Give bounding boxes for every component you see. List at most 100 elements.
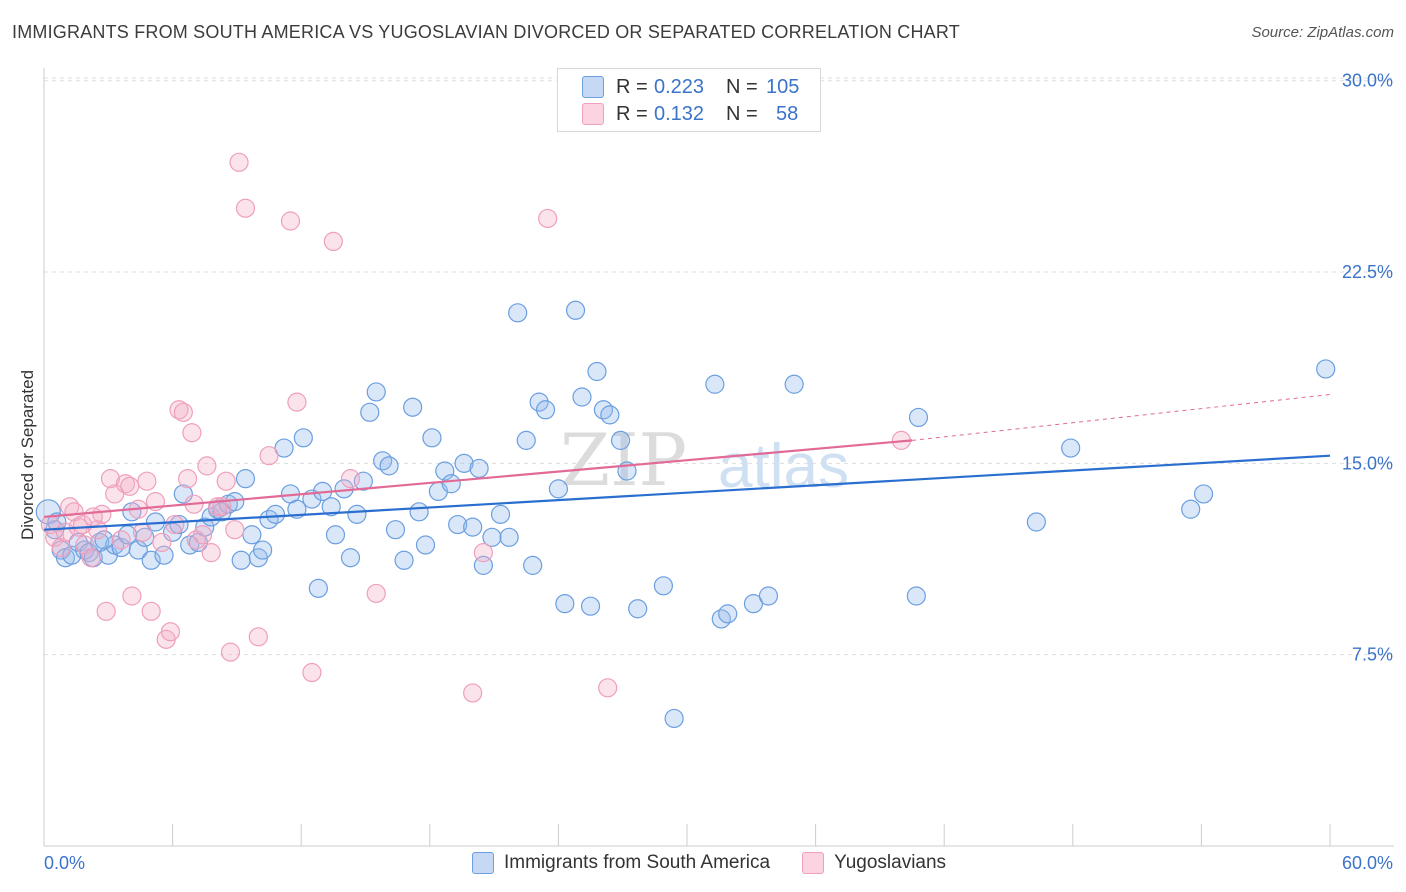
point-yugoslavian bbox=[193, 525, 213, 545]
point-yugoslavian bbox=[141, 601, 161, 621]
trendline-yugoslavian-extension bbox=[911, 393, 1331, 441]
point-south-america bbox=[490, 504, 511, 524]
point-south-america bbox=[718, 604, 738, 624]
axis-layer bbox=[43, 68, 1394, 847]
y-tick-label: 15.0% bbox=[1342, 453, 1393, 473]
point-south-america bbox=[587, 361, 607, 382]
point-south-america bbox=[555, 594, 575, 614]
point-yugoslavian bbox=[81, 548, 101, 568]
point-yugoslavian bbox=[216, 471, 236, 491]
point-south-america bbox=[743, 594, 764, 614]
point-south-america bbox=[242, 525, 262, 545]
point-south-america bbox=[274, 438, 294, 458]
point-south-america bbox=[169, 514, 189, 535]
legend-r-value: 0.132 bbox=[654, 102, 705, 125]
point-yugoslavian bbox=[287, 392, 307, 412]
legend-swatch-blue bbox=[582, 76, 604, 98]
point-yugoslavian bbox=[87, 520, 108, 540]
point-yugoslavian bbox=[463, 683, 483, 703]
series-legend: Immigrants from South America Yugoslavia… bbox=[472, 852, 978, 874]
point-south-america bbox=[593, 400, 614, 420]
point-yugoslavian bbox=[473, 543, 493, 563]
point-south-america bbox=[1316, 359, 1336, 379]
point-yugoslavian bbox=[132, 522, 153, 542]
point-yugoslavian bbox=[100, 469, 121, 489]
point-south-america bbox=[499, 527, 519, 547]
point-south-america bbox=[340, 548, 361, 568]
point-south-america bbox=[784, 374, 804, 394]
point-yugoslavian bbox=[111, 530, 131, 550]
legend-n-value: 105 bbox=[766, 75, 800, 98]
point-south-america bbox=[463, 517, 483, 537]
legend-r-value: 0.223 bbox=[654, 75, 705, 98]
point-yugoslavian bbox=[182, 423, 202, 443]
y-tick-label: 22.5% bbox=[1342, 262, 1393, 282]
legend-row-series1: R = 0.223 N = 105 bbox=[582, 75, 799, 99]
point-yugoslavian bbox=[225, 520, 245, 540]
point-south-america bbox=[664, 708, 684, 729]
point-south-america bbox=[482, 527, 502, 547]
legend-box: R = 0.223 N = 105 R = 0.132 N = 58 bbox=[557, 68, 821, 132]
point-south-america bbox=[572, 387, 592, 407]
point-yugoslavian bbox=[280, 211, 301, 231]
point-south-america bbox=[758, 586, 779, 606]
trendline-south-america bbox=[43, 454, 1331, 531]
point-south-america bbox=[580, 596, 601, 616]
point-south-america bbox=[403, 397, 423, 417]
x-tick-label: 0.0% bbox=[44, 853, 85, 873]
point-south-america bbox=[253, 540, 273, 560]
legend-label-series1: Immigrants from South America bbox=[504, 852, 771, 873]
point-south-america bbox=[535, 400, 556, 420]
legend-label-series2: Yugoslavians bbox=[834, 852, 947, 873]
point-south-america bbox=[628, 599, 648, 619]
point-south-america bbox=[548, 479, 569, 499]
point-south-america bbox=[469, 458, 489, 479]
point-south-america bbox=[347, 504, 367, 524]
point-south-america bbox=[409, 502, 429, 522]
point-south-america bbox=[523, 555, 543, 575]
point-yugoslavian bbox=[160, 622, 181, 642]
point-yugoslavian bbox=[83, 507, 103, 527]
chart-source: Source: ZipAtlas.com bbox=[1251, 24, 1394, 41]
point-yugoslavian bbox=[248, 627, 268, 647]
legend-item-series1: Immigrants from South America bbox=[472, 852, 770, 874]
point-yugoslavian bbox=[340, 469, 361, 489]
point-south-america bbox=[259, 509, 279, 530]
point-south-america bbox=[653, 576, 674, 596]
point-south-america bbox=[1181, 499, 1201, 519]
point-south-america bbox=[308, 578, 328, 598]
chart-title: IMMIGRANTS FROM SOUTH AMERICA VS YUGOSLA… bbox=[12, 22, 960, 42]
trendline-yugoslavian bbox=[43, 439, 913, 519]
point-yugoslavian bbox=[137, 471, 157, 491]
point-yugoslavian bbox=[152, 532, 172, 553]
legend-row-series2: R = 0.132 N = 58 bbox=[582, 102, 798, 126]
point-yugoslavian bbox=[598, 678, 618, 698]
legend-r-label: R = bbox=[616, 75, 648, 98]
point-south-america bbox=[908, 407, 929, 428]
point-yugoslavian bbox=[220, 642, 241, 662]
point-yugoslavian bbox=[201, 543, 221, 563]
point-south-america bbox=[366, 382, 386, 402]
point-south-america bbox=[360, 402, 380, 422]
trend-layer bbox=[43, 393, 1331, 531]
point-yugoslavian bbox=[323, 231, 343, 252]
point-south-america bbox=[265, 504, 286, 524]
legend-r-label: R = bbox=[616, 102, 648, 125]
point-south-america bbox=[231, 550, 251, 570]
watermark: ZIP atlas bbox=[560, 418, 849, 502]
point-yugoslavian bbox=[120, 476, 140, 496]
point-south-america bbox=[1026, 512, 1046, 532]
point-south-america bbox=[906, 586, 926, 606]
point-yugoslavian bbox=[165, 514, 185, 535]
point-south-america bbox=[516, 430, 536, 450]
point-yugoslavian bbox=[96, 601, 116, 621]
x-tick-label: 60.0% bbox=[1342, 853, 1393, 873]
point-yugoslavian bbox=[235, 198, 256, 218]
tick-labels: 7.5% 15.0% 22.5% 30.0% 0.0% 60.0% bbox=[44, 71, 1393, 873]
y-tick-label: 30.0% bbox=[1342, 71, 1393, 91]
point-yugoslavian bbox=[302, 662, 322, 683]
legend-n-value: 58 bbox=[776, 102, 799, 125]
point-south-america bbox=[610, 430, 631, 450]
legend-swatch-pink bbox=[802, 852, 825, 874]
watermark-zip: ZIP bbox=[560, 418, 687, 502]
